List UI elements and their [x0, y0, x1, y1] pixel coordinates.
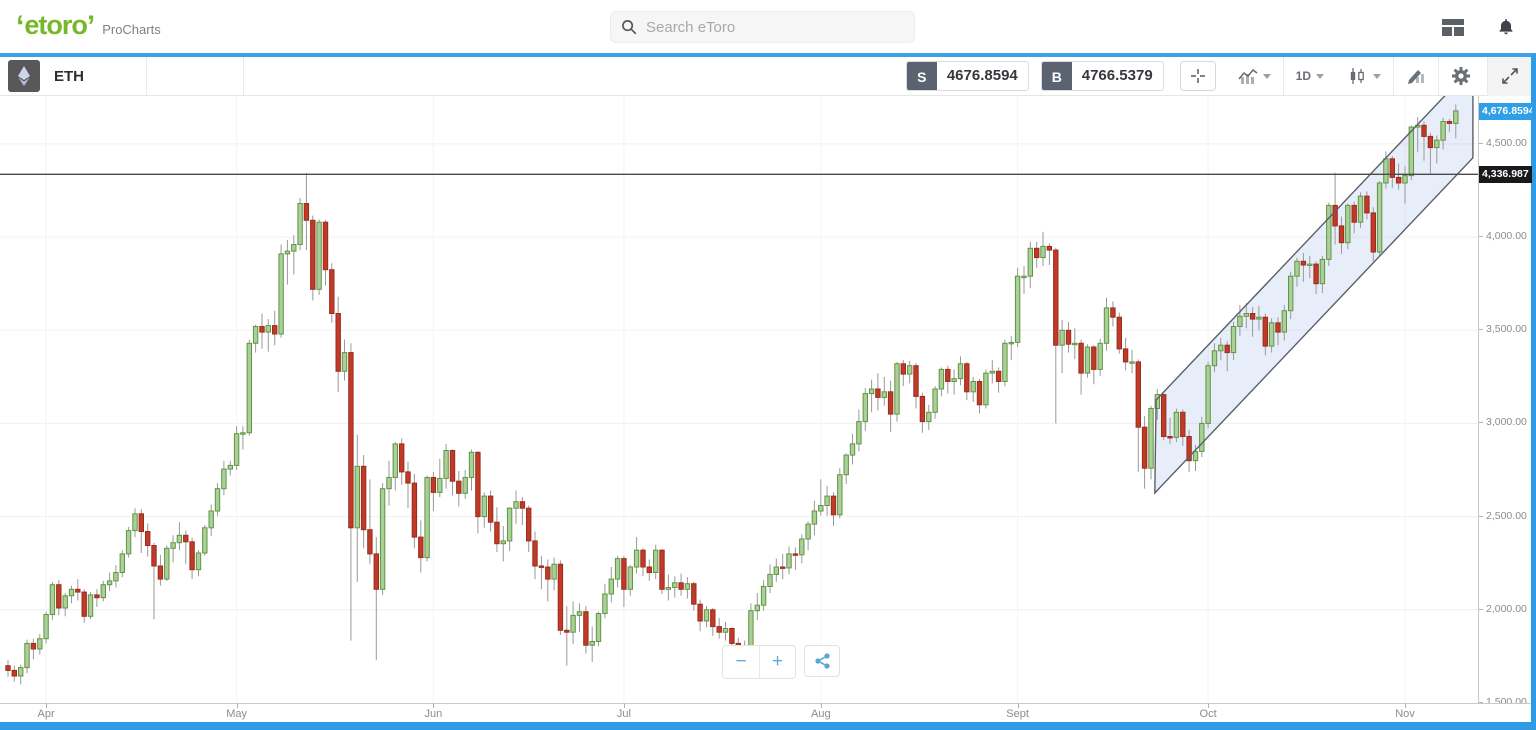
- price-chart-canvas[interactable]: [0, 96, 1478, 703]
- x-axis-tick: [46, 704, 48, 708]
- price-axis[interactable]: 4,676.8594 4,336.987 4,500.00 4,000.00 3,5…: [1478, 96, 1532, 709]
- trendline-price-badge: 4,336.987: [1479, 166, 1532, 184]
- crosshair-tool-button[interactable]: [1179, 61, 1216, 91]
- search-icon: [622, 20, 637, 35]
- chart-plot-area: 4,676.8594 4,336.987 4,500.00 4,000.00 3,5…: [0, 96, 1532, 722]
- eth-instrument-avatar[interactable]: [8, 60, 40, 92]
- zoom-out-button[interactable]: −: [723, 646, 759, 678]
- fullscreen-button[interactable]: [1487, 56, 1531, 96]
- buy-tile: B: [1041, 62, 1072, 90]
- settings-button[interactable]: [1445, 61, 1477, 91]
- sell-button[interactable]: S 4676.8594: [905, 61, 1029, 91]
- y-axis-label: 4,500.00: [1479, 136, 1527, 149]
- x-axis-label: May: [226, 708, 247, 720]
- x-axis-label: Jul: [616, 708, 631, 720]
- chevron-down-icon: [1373, 73, 1381, 79]
- interval-dropdown[interactable]: 1D: [1290, 61, 1330, 91]
- app-header: ‘etoro’ ProCharts: [0, 0, 1536, 53]
- buy-price: 4766.5379: [1081, 67, 1153, 84]
- chart-type-button[interactable]: [1232, 61, 1277, 91]
- layout-grid-icon[interactable]: [1442, 19, 1464, 36]
- x-axis-tick: [1208, 704, 1210, 708]
- toolbar-separator: [243, 57, 244, 95]
- x-axis-label: Aug: [811, 708, 831, 720]
- interval-label: 1D: [1295, 69, 1311, 83]
- procharts-label: ProCharts: [102, 22, 161, 37]
- toolbar-separator: [1393, 57, 1394, 95]
- x-axis-tick: [820, 704, 822, 708]
- x-axis-label: Oct: [1199, 708, 1217, 720]
- y-axis-label: 4,000.00: [1479, 230, 1527, 243]
- x-axis-label: Jun: [424, 708, 443, 720]
- chart-zoom-controls: − +: [722, 645, 840, 679]
- x-axis-label: Apr: [37, 708, 55, 720]
- settings-gear-icon: [1452, 67, 1470, 85]
- candle-style-dropdown[interactable]: [1342, 61, 1387, 91]
- symbol-title: ETH: [54, 67, 84, 85]
- time-axis[interactable]: Apr May Jun Jul Aug Sept Oct Nov: [0, 703, 1531, 722]
- candlestick-style-icon: [1350, 68, 1364, 84]
- bell-icon[interactable]: [1496, 17, 1516, 38]
- share-icon: [814, 653, 830, 669]
- share-button[interactable]: [804, 645, 840, 677]
- chart-widget: ETH S 4676.8594 B 4766.5379: [0, 53, 1536, 730]
- chevron-down-icon: [1262, 73, 1271, 79]
- crosshair-icon: [1190, 69, 1205, 83]
- x-axis-tick: [236, 704, 238, 708]
- toolbar-separator: [146, 57, 147, 95]
- y-axis-label: 2,500.00: [1479, 509, 1527, 522]
- search-input[interactable]: [646, 18, 896, 36]
- x-axis-tick: [433, 704, 435, 708]
- fullscreen-expand-icon: [1501, 68, 1518, 84]
- logo-right-horn: ’: [86, 10, 96, 43]
- x-axis-label: Sept: [1006, 708, 1029, 720]
- chart-type-icon: [1238, 68, 1258, 84]
- x-axis-tick: [1017, 704, 1019, 708]
- logo-text: etoro: [24, 10, 87, 40]
- chart-toolbar: ETH S 4676.8594 B 4766.5379: [0, 56, 1531, 96]
- x-axis-tick: [1405, 704, 1406, 708]
- y-axis-label: 3,500.00: [1479, 323, 1527, 336]
- ethereum-icon: [18, 66, 30, 86]
- toolbar-separator: [1282, 57, 1284, 95]
- sell-price: 4676.8594: [946, 67, 1018, 84]
- logo-left-horn: ‘: [16, 10, 25, 43]
- draw-tools-icon: [1408, 70, 1424, 84]
- zoom-in-button[interactable]: +: [759, 646, 795, 678]
- y-axis-label: 2,000.00: [1479, 602, 1527, 615]
- search-bar[interactable]: [610, 11, 915, 43]
- sell-tile: S: [906, 62, 937, 90]
- buy-button[interactable]: B 4766.5379: [1040, 61, 1164, 91]
- x-axis-label: Nov: [1395, 708, 1415, 720]
- chevron-down-icon: [1316, 73, 1324, 79]
- x-axis-tick: [623, 704, 625, 708]
- toolbar-separator: [1438, 57, 1439, 95]
- candlesticks: [5, 104, 1459, 685]
- current-price-badge: 4,676.8594: [1479, 102, 1532, 120]
- draw-tools-button[interactable]: [1400, 61, 1432, 91]
- etoro-logo[interactable]: ‘etoro’ ProCharts: [16, 8, 161, 42]
- y-axis-label: 3,000.00: [1479, 416, 1527, 429]
